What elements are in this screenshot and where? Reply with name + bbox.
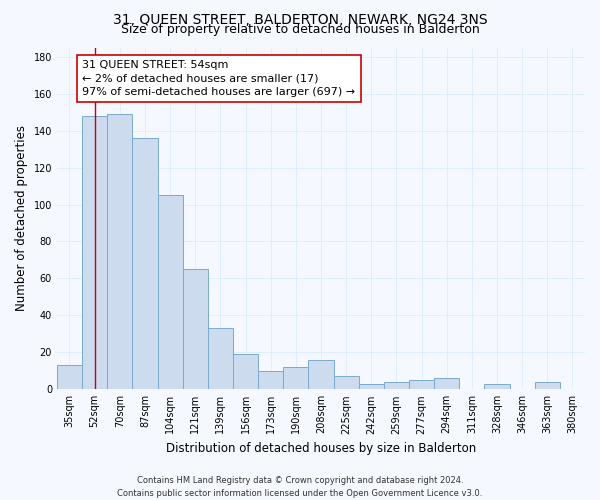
Bar (283, 367, 308, 390)
Bar (359, 384, 384, 390)
Y-axis label: Number of detached properties: Number of detached properties (15, 126, 28, 312)
Bar (208, 328, 233, 390)
Text: 31, QUEEN STREET, BALDERTON, NEWARK, NG24 3NS: 31, QUEEN STREET, BALDERTON, NEWARK, NG2… (113, 12, 487, 26)
Bar (409, 380, 434, 390)
Bar (182, 269, 208, 390)
Bar (133, 138, 158, 390)
X-axis label: Distribution of detached houses by size in Balderton: Distribution of detached houses by size … (166, 442, 476, 455)
Bar (308, 360, 334, 390)
Bar (158, 196, 182, 390)
Bar (57, 366, 82, 390)
Bar (334, 376, 359, 390)
Bar (384, 382, 409, 390)
Bar (484, 384, 509, 390)
Bar (535, 382, 560, 390)
Text: Contains HM Land Registry data © Crown copyright and database right 2024.
Contai: Contains HM Land Registry data © Crown c… (118, 476, 482, 498)
Bar (434, 378, 459, 390)
Bar (107, 114, 133, 390)
Bar (82, 116, 107, 390)
Bar (258, 371, 283, 390)
Text: Size of property relative to detached houses in Balderton: Size of property relative to detached ho… (121, 22, 479, 36)
Text: 31 QUEEN STREET: 54sqm
← 2% of detached houses are smaller (17)
97% of semi-deta: 31 QUEEN STREET: 54sqm ← 2% of detached … (82, 60, 355, 97)
Bar (233, 354, 258, 390)
